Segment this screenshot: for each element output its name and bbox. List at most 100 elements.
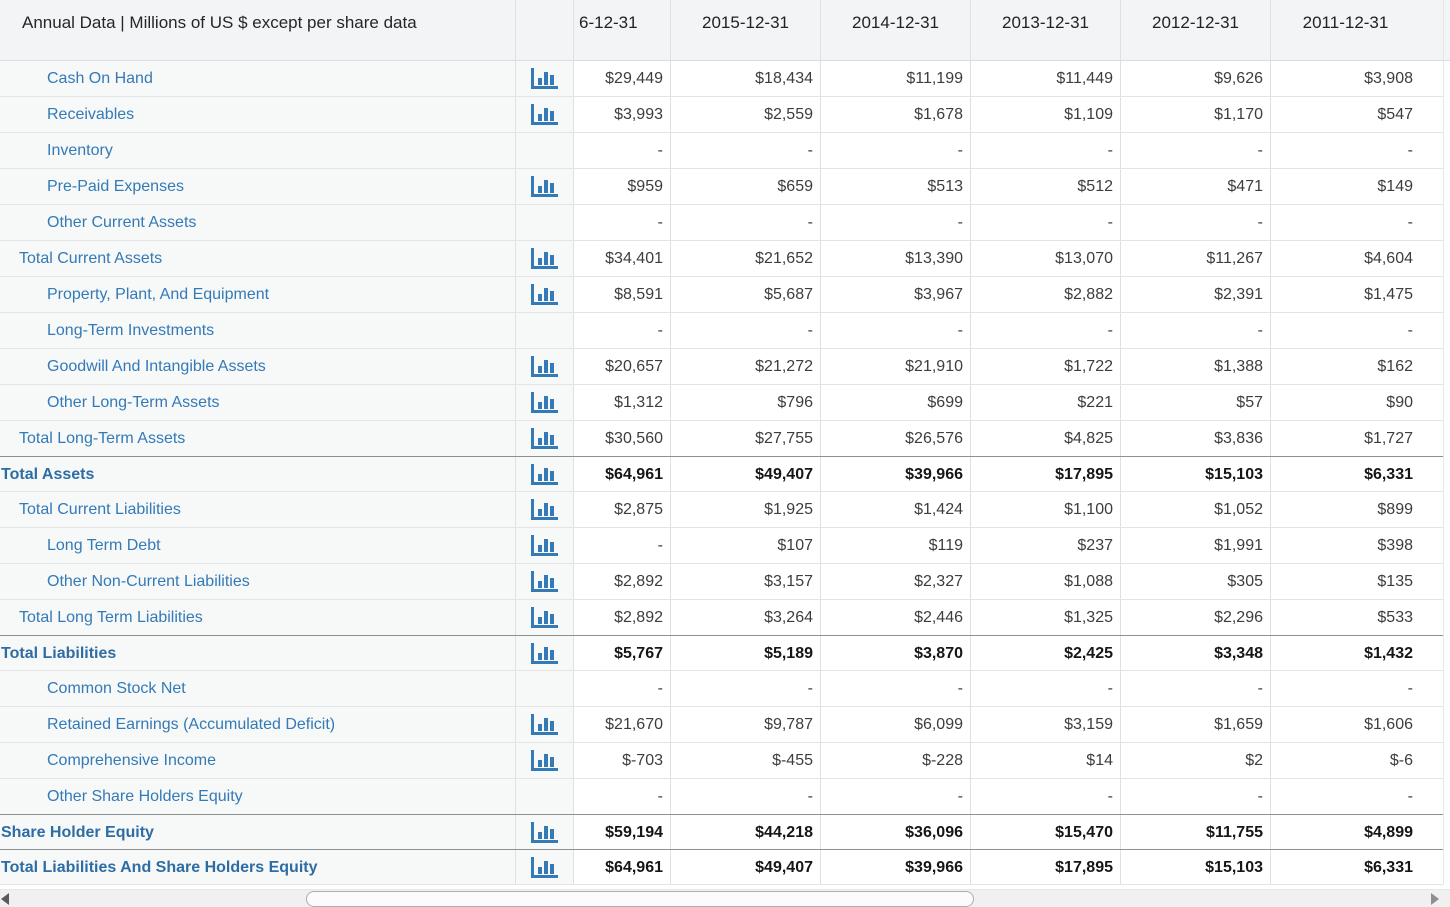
value-cell: - <box>820 779 970 814</box>
row-label-cell: Comprehensive Income <box>0 743 515 778</box>
row-label-cell: Total Liabilities And Share Holders Equi… <box>0 850 515 884</box>
bar-chart-icon[interactable] <box>531 176 558 197</box>
scroll-right-arrow-icon[interactable] <box>1428 890 1442 907</box>
horizontal-scrollbar[interactable] <box>0 889 1450 907</box>
value-cell: $39,966 <box>820 457 970 491</box>
table-body: Cash On Hand $29,449 $18,434 $11,199 $11,449… <box>0 61 1450 885</box>
bar-chart-icon[interactable] <box>531 428 558 449</box>
scroll-left-arrow-icon[interactable] <box>0 890 14 907</box>
table-row: Total Liabilities $5,767 $5,189 $3,870 $2,42… <box>0 635 1450 671</box>
value-cell: $6,331 <box>1270 457 1420 491</box>
bar-chart-icon[interactable] <box>531 68 558 89</box>
row-label-link[interactable]: Property, Plant, And Equipment <box>47 286 270 303</box>
row-label-link[interactable]: Other Non-Current Liabilities <box>47 573 250 590</box>
bar-chart-icon[interactable] <box>531 104 558 125</box>
value-cell: $1,722 <box>970 349 1120 384</box>
row-label-link[interactable]: Other Long-Term Assets <box>47 394 220 411</box>
row-label-link[interactable]: Goodwill And Intangible Assets <box>47 358 266 375</box>
bar-chart-icon[interactable] <box>531 499 558 520</box>
value-cell: $305 <box>1120 564 1270 599</box>
value-cell: $1,088 <box>970 564 1120 599</box>
row-label-link[interactable]: Share Holder Equity <box>1 824 154 841</box>
table-row: Share Holder Equity $59,194 $44,218 $36,096… <box>0 814 1450 850</box>
bar-chart-icon[interactable] <box>531 535 558 556</box>
chart-icon-cell <box>515 169 573 204</box>
bar-chart-icon[interactable] <box>531 714 558 735</box>
value-cell: $59,194 <box>573 815 670 849</box>
chart-icon-cell <box>515 815 573 849</box>
value-cell: $135 <box>1270 564 1420 599</box>
value-cell: $2,425 <box>970 636 1120 670</box>
value-cell: $2,892 <box>573 564 670 599</box>
chart-icon-cell <box>515 743 573 778</box>
bar-chart-icon[interactable] <box>531 750 558 771</box>
row-label-link[interactable]: Cash On Hand <box>47 70 153 87</box>
value-cell: $5,687 <box>670 277 820 312</box>
value-cell: $398 <box>1270 528 1420 563</box>
value-cell: $3,348 <box>1120 636 1270 670</box>
row-label-link[interactable]: Total Assets <box>1 466 95 483</box>
value-cell: $3,870 <box>820 636 970 670</box>
row-label-link[interactable]: Long Term Debt <box>47 537 161 554</box>
bar-chart-icon[interactable] <box>531 248 558 269</box>
bar-chart-icon[interactable] <box>531 642 558 664</box>
bar-chart-icon[interactable] <box>531 856 558 878</box>
bar-chart-icon[interactable] <box>531 607 558 628</box>
bar-chart-icon[interactable] <box>531 356 558 377</box>
table-row: Pre-Paid Expenses $959 $659 $513 $512 $471 $14… <box>0 169 1450 205</box>
year-column-headers: 6-12-31 2015-12-31 2014-12-31 2013-12-31 201… <box>573 0 1420 60</box>
value-cell: $899 <box>1270 492 1420 527</box>
row-label-link[interactable]: Total Liabilities <box>1 645 117 662</box>
table-row: Total Current Liabilities $2,875 $1,925 $1,… <box>0 492 1450 528</box>
row-label-cell: Other Non-Current Liabilities <box>0 564 515 599</box>
bar-chart-icon[interactable] <box>531 821 558 843</box>
bar-chart-icon[interactable] <box>531 571 558 592</box>
year-column-header: 2013-12-31 <box>970 0 1120 60</box>
row-label-link[interactable]: Comprehensive Income <box>47 752 216 769</box>
value-cell: $2,327 <box>820 564 970 599</box>
year-column-header: 2012-12-31 <box>1120 0 1270 60</box>
value-cell: $2,559 <box>670 97 820 132</box>
value-cell: $5,767 <box>573 636 670 670</box>
row-label-link[interactable]: Total Current Liabilities <box>19 501 181 518</box>
row-label-cell: Cash On Hand <box>0 61 515 96</box>
row-label-link[interactable]: Inventory <box>47 142 113 159</box>
row-label-link[interactable]: Total Current Assets <box>19 250 163 267</box>
row-label-link[interactable]: Long-Term Investments <box>47 322 215 339</box>
row-label-link[interactable]: Total Long-Term Assets <box>19 430 186 447</box>
row-label-link[interactable]: Receivables <box>47 106 135 123</box>
row-label-link[interactable]: Other Current Assets <box>47 214 197 231</box>
value-cell: - <box>1120 671 1270 706</box>
value-cell: $1,678 <box>820 97 970 132</box>
value-cell: $1,991 <box>1120 528 1270 563</box>
value-cell: $2,875 <box>573 492 670 527</box>
value-cell: $107 <box>670 528 820 563</box>
value-cell: $39,966 <box>820 850 970 884</box>
value-cell: $3,908 <box>1270 61 1420 96</box>
row-label-link[interactable]: Pre-Paid Expenses <box>47 178 184 195</box>
value-cell: $149 <box>1270 169 1420 204</box>
row-label-cell: Other Long-Term Assets <box>0 385 515 420</box>
value-cell: $512 <box>970 169 1120 204</box>
row-label-link[interactable]: Common Stock Net <box>47 680 186 697</box>
value-cell: $1,100 <box>970 492 1120 527</box>
bar-chart-icon[interactable] <box>531 284 558 305</box>
value-cell: - <box>670 779 820 814</box>
row-label-link[interactable]: Other Share Holders Equity <box>47 788 243 805</box>
bar-chart-icon[interactable] <box>531 463 558 485</box>
value-cell: $2,391 <box>1120 277 1270 312</box>
row-label-link[interactable]: Total Liabilities And Share Holders Equi… <box>1 859 318 876</box>
row-label-cell: Long-Term Investments <box>0 313 515 348</box>
value-cell: $1,432 <box>1270 636 1420 670</box>
row-label-link[interactable]: Total Long Term Liabilities <box>19 609 203 626</box>
row-label-link[interactable]: Retained Earnings (Accumulated Deficit) <box>47 716 336 733</box>
value-cell: $-455 <box>670 743 820 778</box>
value-cell: - <box>820 205 970 240</box>
row-label-cell: Total Current Liabilities <box>0 492 515 527</box>
bar-chart-icon[interactable] <box>531 392 558 413</box>
table-row: Goodwill And Intangible Assets $20,657 $21… <box>0 349 1450 385</box>
scrollbar-thumb[interactable] <box>306 891 974 907</box>
value-cell: $1,388 <box>1120 349 1270 384</box>
row-label-cell: Share Holder Equity <box>0 815 515 849</box>
